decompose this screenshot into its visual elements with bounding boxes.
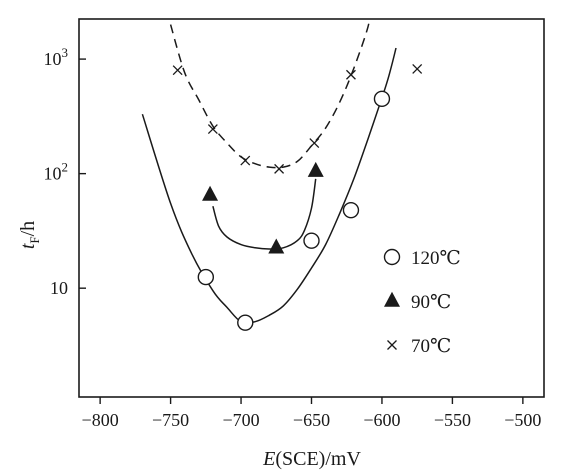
data-point <box>207 124 218 135</box>
legend-label: 120℃ <box>411 248 461 269</box>
x-tick-label: −700 <box>222 410 259 430</box>
data-point <box>237 314 254 331</box>
fit-curve <box>212 178 317 250</box>
x-tick-label: −800 <box>82 410 119 430</box>
data-point <box>274 163 285 174</box>
data-point <box>268 238 285 254</box>
y-tick-label: 103 <box>44 45 69 69</box>
data-point <box>309 138 320 148</box>
x-tick-label: −550 <box>434 410 471 430</box>
y-axis-title: tF/h <box>17 221 42 249</box>
data-point <box>197 268 215 286</box>
y-tick-label: 10 <box>50 278 68 298</box>
fit-curve <box>169 19 371 169</box>
x-tick-label: −600 <box>363 410 400 430</box>
data-markers <box>172 64 423 331</box>
axis-ticks: −800 −750 −700 −650 −600 −550 −500 10 102 103 <box>44 45 542 430</box>
data-point <box>307 161 324 177</box>
x-axis-title: E(SCE)/mV <box>262 448 361 470</box>
fit-curve <box>141 47 397 324</box>
legend: 120℃ 90℃ 70℃ <box>383 248 461 357</box>
data-point <box>373 90 391 108</box>
legend-label: 90℃ <box>411 292 451 313</box>
legend-marker <box>387 340 397 350</box>
data-point <box>412 64 423 74</box>
x-tick-label: −650 <box>293 410 330 430</box>
legend-marker <box>383 248 401 266</box>
data-point <box>202 185 219 201</box>
x-tick-label: −750 <box>152 410 189 430</box>
legend-label: 70℃ <box>411 336 451 357</box>
data-point <box>303 232 320 249</box>
y-tick-label: 102 <box>44 160 69 184</box>
legend-marker <box>384 291 400 307</box>
data-point <box>172 65 183 76</box>
data-point <box>240 155 251 166</box>
x-tick-label: −500 <box>504 410 541 430</box>
data-point <box>345 69 356 80</box>
fit-curves <box>141 19 397 324</box>
data-point <box>342 201 360 219</box>
